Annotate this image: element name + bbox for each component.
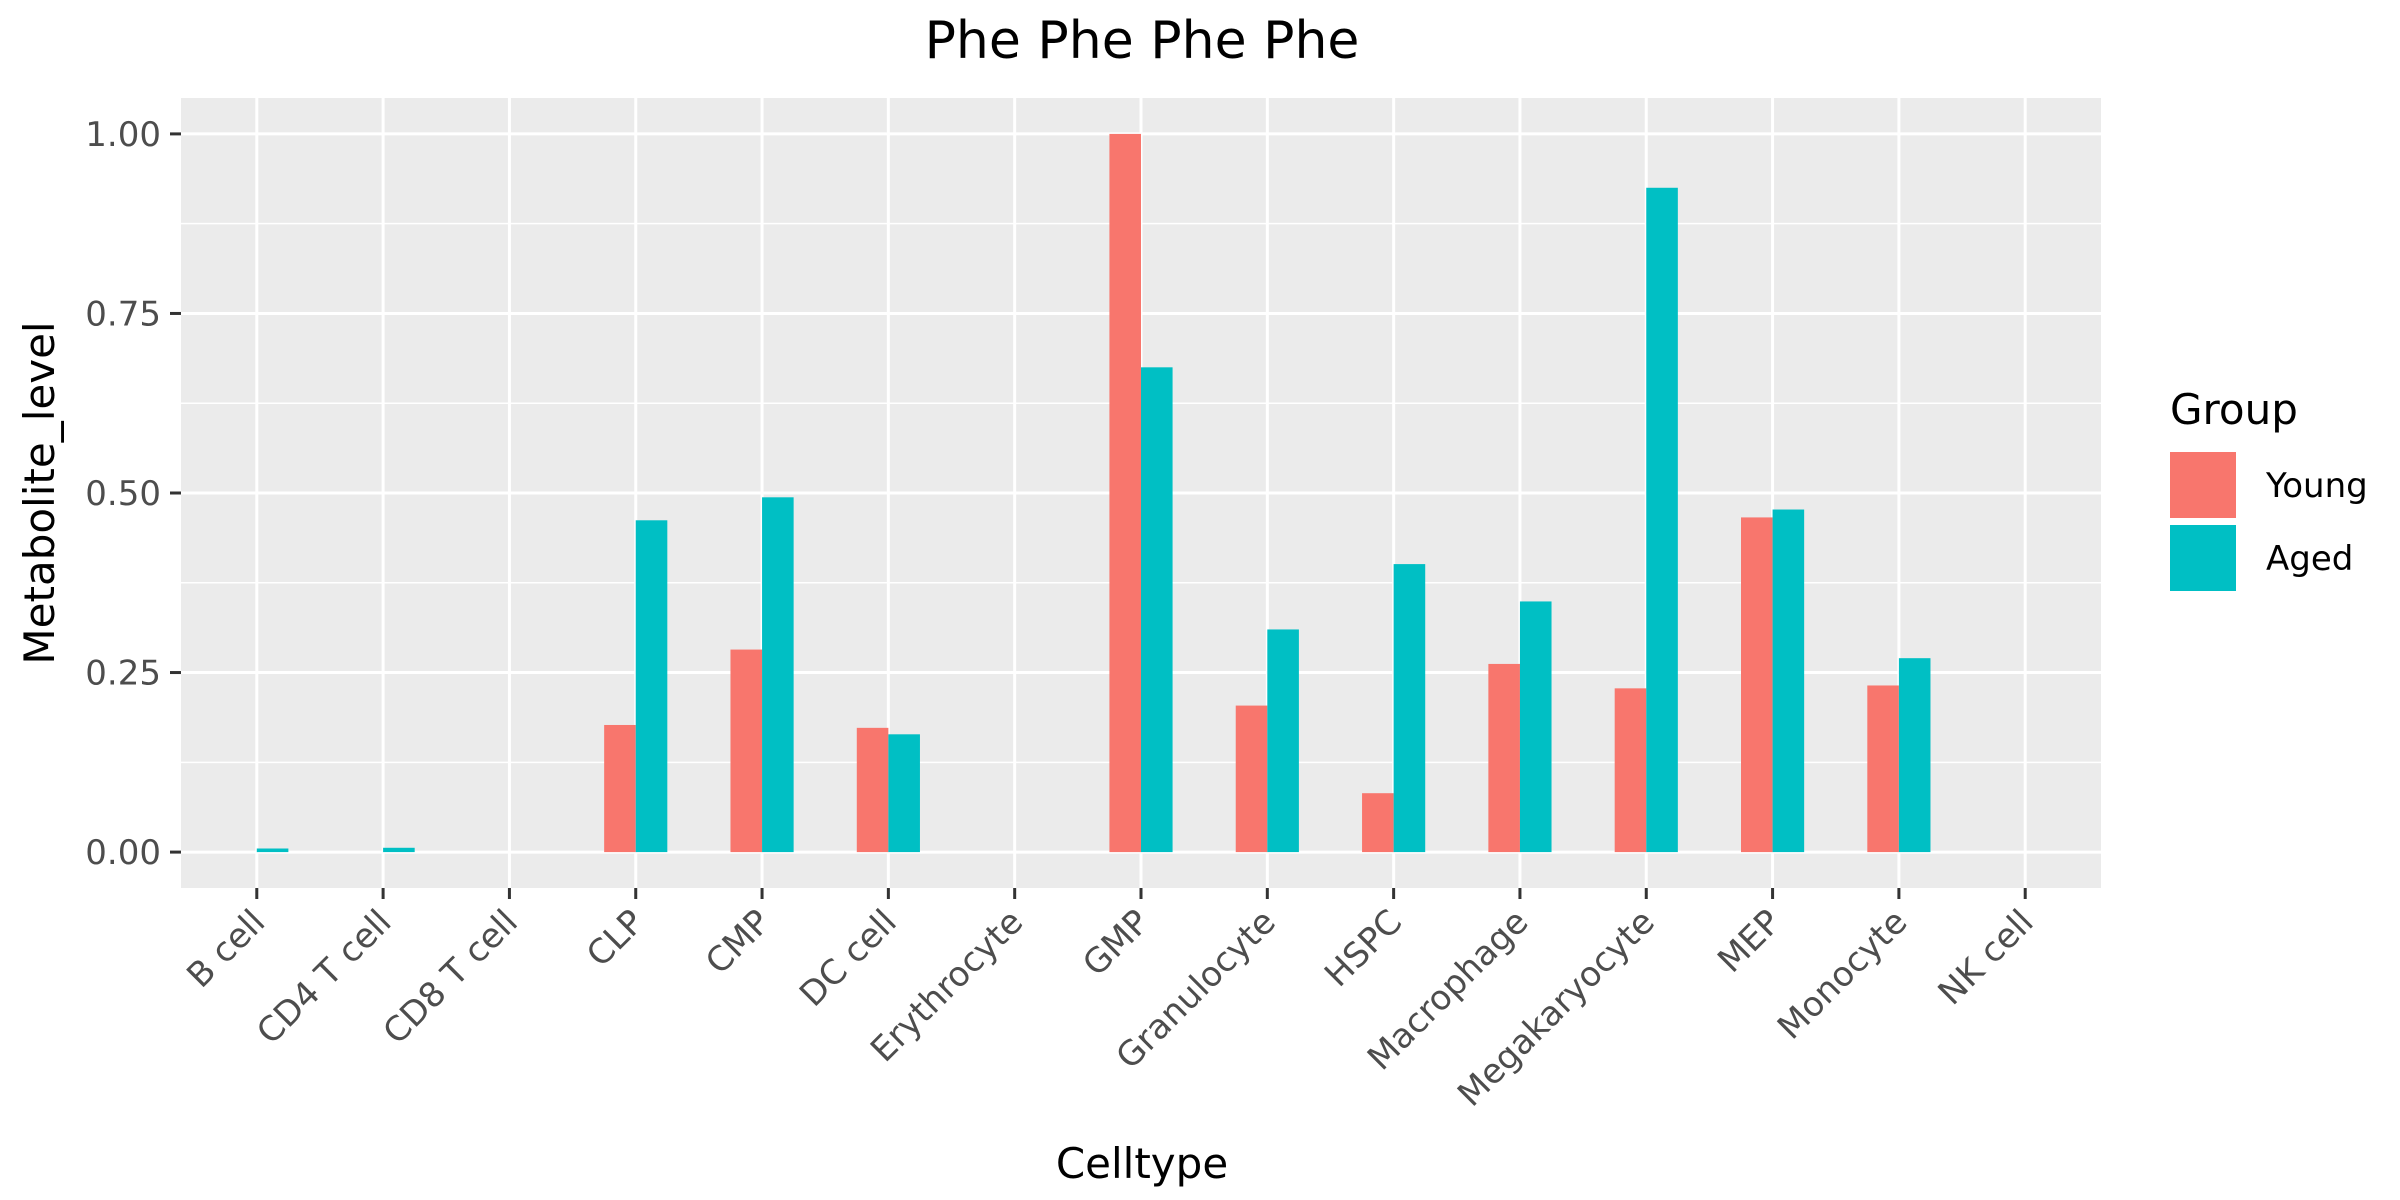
x-tick-label: DC cell xyxy=(792,902,905,1015)
bar-aged-b-cell xyxy=(256,848,289,853)
x-tick-label: NK cell xyxy=(1931,902,2042,1013)
y-axis-title: Metabolite_level xyxy=(15,321,64,664)
legend-items: Young Aged xyxy=(2170,452,2368,591)
bar-aged-cmp xyxy=(762,497,794,853)
legend-label-aged: Aged xyxy=(2266,539,2353,579)
bar-young-megakaryocyte xyxy=(1614,688,1647,853)
y-tick-label: 0.75 xyxy=(85,294,161,334)
x-tick-label: Monocyte xyxy=(1770,902,1915,1047)
bar-aged-granulocyte xyxy=(1267,629,1299,853)
bar-young-dc-cell xyxy=(856,727,889,853)
bar-aged-clp xyxy=(635,520,668,853)
x-tick-label: HSPC xyxy=(1317,902,1410,995)
legend-key-young xyxy=(2170,452,2236,518)
bar-aged-macrophage xyxy=(1519,601,1552,853)
bar-young-gmp xyxy=(1109,133,1141,853)
x-axis-title: Celltype xyxy=(1056,1139,1228,1188)
x-tick-label: GMP xyxy=(1075,902,1157,984)
y-tick-label: 0.50 xyxy=(85,474,161,514)
bar-aged-cd4-t-cell xyxy=(383,847,415,853)
bar-aged-dc-cell xyxy=(888,734,920,853)
bars xyxy=(256,133,1931,853)
bar-young-cmp xyxy=(730,649,763,853)
x-tick-label: MEP xyxy=(1710,902,1789,981)
legend-key-aged xyxy=(2170,525,2236,591)
x-tick-label: B cell xyxy=(179,902,273,996)
bar-young-granulocyte xyxy=(1235,705,1268,853)
x-tick-label: CD8 T cell xyxy=(376,902,526,1052)
x-tick-label: CD4 T cell xyxy=(249,902,399,1052)
bar-aged-hspc xyxy=(1393,564,1426,853)
x-tick-label: CMP xyxy=(698,902,778,982)
legend-label-young: Young xyxy=(2265,466,2368,506)
bar-young-hspc xyxy=(1362,793,1394,853)
bar-aged-mep xyxy=(1772,509,1805,853)
y-tick-label: 0.25 xyxy=(85,654,161,694)
y-tick-label: 1.00 xyxy=(85,115,161,155)
legend-title: Group xyxy=(2170,385,2298,434)
x-tick-label: CLP xyxy=(579,902,652,975)
bar-aged-megakaryocyte xyxy=(1646,187,1678,853)
chart-title: Phe Phe Phe Phe xyxy=(925,11,1360,71)
bar-young-monocyte xyxy=(1867,685,1899,853)
bar-aged-gmp xyxy=(1141,367,1173,853)
y-tick-label: 0.00 xyxy=(85,833,161,873)
legend: Group Young Aged xyxy=(2170,385,2368,591)
bar-aged-monocyte xyxy=(1898,658,1931,853)
bar-young-mep xyxy=(1741,517,1773,853)
bar-young-clp xyxy=(604,724,636,853)
bar-young-macrophage xyxy=(1488,663,1520,853)
